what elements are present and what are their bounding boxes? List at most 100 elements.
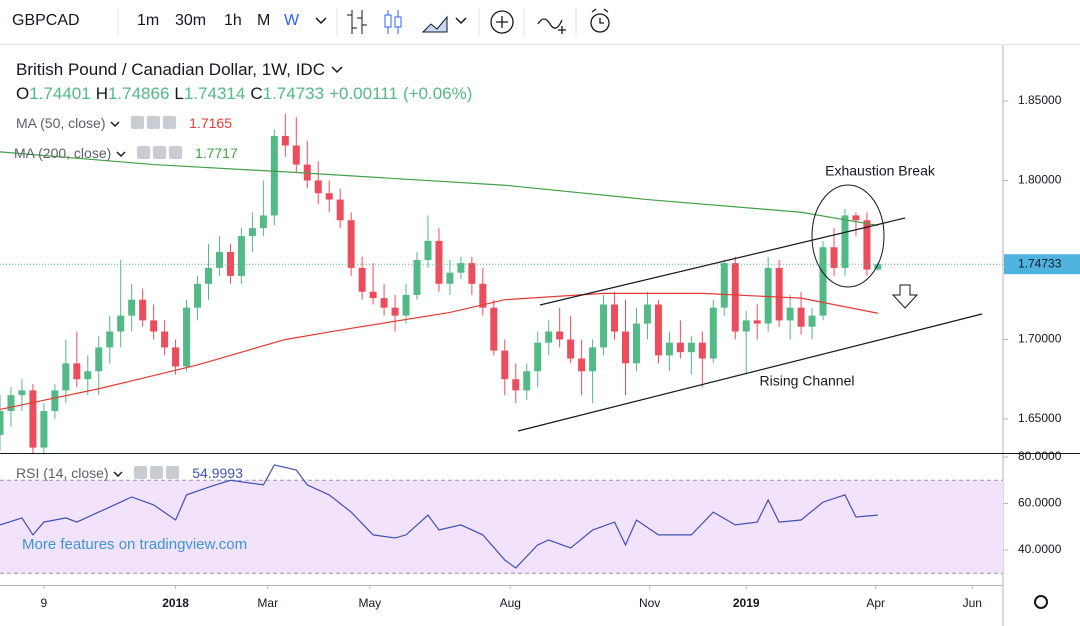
candle-body	[841, 215, 849, 268]
candle-body	[479, 283, 487, 308]
candle-body	[358, 267, 366, 292]
ohlc-change: (+0.06%)	[402, 84, 473, 103]
candle-body	[665, 342, 673, 356]
channel-lower	[517, 313, 983, 432]
candle-body	[446, 272, 454, 284]
candle-body	[720, 263, 728, 308]
candle-body	[380, 298, 388, 308]
ohlc-value: 1.74314	[183, 84, 246, 103]
interval[interactable]: M	[257, 12, 271, 29]
candles-icon[interactable]	[384, 14, 392, 28]
caret[interactable]	[115, 150, 127, 158]
candle-body	[764, 267, 772, 324]
symbol[interactable]: GBPCAD	[12, 12, 80, 29]
caret[interactable]	[112, 470, 124, 478]
candle-body	[501, 350, 509, 380]
toolbar: GBPCAD 1m 30m 1h M W	[0, 0, 1080, 45]
y-tick-label: 40.0000	[1018, 542, 1062, 556]
ohlc-value: 1.74401	[29, 84, 91, 103]
x-tick-label: Jun	[963, 596, 982, 610]
candle-body	[545, 331, 553, 343]
legend-value: 54.9993	[192, 465, 243, 481]
candle-body	[457, 263, 465, 273]
candle-body	[248, 228, 256, 237]
candles-icon[interactable]	[394, 16, 402, 28]
candle-body	[281, 135, 289, 146]
candle-body	[369, 291, 377, 299]
interval[interactable]: 30m	[175, 12, 207, 29]
candle-body	[270, 135, 278, 216]
candle-body	[611, 304, 619, 332]
interval[interactable]: 1m	[137, 12, 160, 29]
candle-body	[600, 304, 608, 348]
candle-body	[468, 263, 476, 284]
bars-icon[interactable]	[347, 10, 367, 34]
caret[interactable]	[455, 17, 467, 25]
add-icon[interactable]	[490, 10, 514, 34]
annotation: Rising Channel	[760, 373, 855, 389]
candle-body	[402, 294, 410, 316]
candle-body	[314, 180, 322, 194]
candle-body	[62, 363, 70, 391]
rsi-band	[0, 480, 1003, 574]
ma200-legend: MA (200, close) 1.7717	[14, 145, 238, 162]
legend-name: MA (200, close)	[14, 145, 112, 161]
candle-body	[391, 307, 399, 316]
legend-icons[interactable]	[137, 146, 185, 162]
caret[interactable]	[315, 17, 327, 25]
x-tick-label: Mar	[257, 596, 278, 610]
legend-icons[interactable]	[134, 466, 182, 482]
candle-body	[325, 193, 333, 200]
down-arrow	[891, 284, 919, 309]
candle-body	[753, 320, 761, 324]
candle-body	[139, 299, 147, 321]
x-tick-label: 9	[41, 596, 48, 610]
legend-value: 1.7717	[194, 145, 238, 161]
channel-upper	[539, 217, 906, 306]
settings-icon[interactable]	[1034, 595, 1048, 609]
candle-body	[95, 347, 103, 372]
rsi-legend: RSI (14, close) 54.9993	[16, 465, 243, 482]
x-tick-label: 2018	[162, 596, 189, 610]
candle-body	[698, 342, 706, 359]
candle-body	[336, 199, 344, 221]
interval[interactable]: W	[284, 12, 300, 29]
alert-icon[interactable]	[591, 8, 609, 24]
y-tick-label: 1.85000	[1018, 93, 1062, 107]
caret[interactable]	[330, 65, 344, 75]
candle-body	[874, 264, 882, 270]
y-tick-label: 1.70000	[1018, 332, 1062, 346]
candle-body	[150, 320, 158, 332]
candle-body	[303, 164, 311, 181]
legend-title: British Pound / Canadian Dollar, 1W, IDC	[16, 60, 344, 80]
ohlc-prefix: C	[250, 84, 263, 103]
candle-body	[237, 236, 245, 276]
add-icon[interactable]	[496, 16, 508, 28]
candle-body	[29, 390, 37, 448]
area-icon[interactable]	[421, 15, 448, 33]
interval[interactable]: 1h	[224, 12, 242, 29]
last-price-box	[1004, 254, 1080, 275]
axes: 1.650001.700001.750001.800001.8500040.00…	[41, 93, 1080, 610]
moving-average	[0, 292, 879, 411]
candle-body	[589, 347, 597, 372]
ohlc-value: 1.74866	[107, 84, 170, 103]
candle-body	[259, 215, 267, 229]
ohlc-legend: O1.74401 H1.74866 L1.74314 C1.74733 +0.00111…	[16, 84, 477, 104]
alert-icon[interactable]	[590, 13, 610, 33]
compare-icon[interactable]	[537, 18, 566, 34]
candle-body	[347, 220, 355, 268]
candle-body	[622, 331, 630, 364]
legend-name: RSI (14, close)	[16, 465, 109, 481]
watermark: More features on tradingview.com	[22, 536, 247, 553]
x-tick-label: Nov	[639, 596, 660, 610]
caret[interactable]	[109, 120, 121, 128]
legend-icons[interactable]	[131, 116, 179, 132]
candle-body	[709, 307, 717, 359]
rsi-line	[0, 464, 878, 569]
candle-body	[172, 347, 180, 367]
candle-body	[775, 267, 783, 321]
ohlc-value: 1.74733	[262, 84, 325, 103]
candle-body	[18, 390, 26, 396]
